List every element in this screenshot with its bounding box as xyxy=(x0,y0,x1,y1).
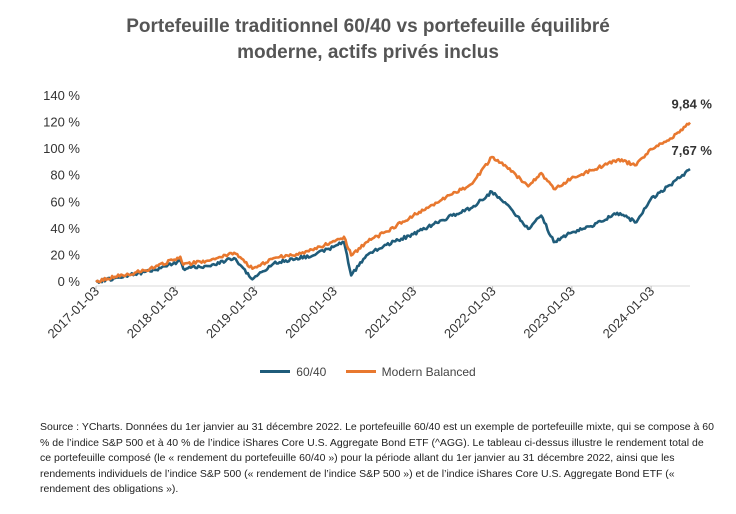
end-labels: 9,84 % 7,67 % xyxy=(672,97,713,159)
y-tick-label: 0 % xyxy=(58,274,81,289)
end-value-label: 9,84 % xyxy=(672,97,713,112)
x-axis: 2017-01-03 2018-01-03 2019-01-03 2020-01-03… xyxy=(44,284,690,342)
y-tick-label: 140 % xyxy=(43,88,80,103)
y-tick-label: 20 % xyxy=(50,247,80,262)
end-value-label: 7,67 % xyxy=(672,143,713,158)
legend-label-6040: 60/40 xyxy=(296,364,327,379)
legend-item-modern-balanced: Modern Balanced xyxy=(345,364,476,379)
x-tick-label: 2019-01-03 xyxy=(203,284,261,342)
x-tick-label: 2023-01-03 xyxy=(520,284,578,342)
y-tick-label: 60 % xyxy=(50,194,80,209)
chart-title-line-1: Portefeuille traditionnel 60/40 vs porte… xyxy=(126,16,610,37)
legend-item-6040: 60/40 xyxy=(260,365,326,379)
x-tick-label: 2020-01-03 xyxy=(282,284,340,342)
y-tick-label: 40 % xyxy=(50,221,80,236)
y-tick-label: 100 % xyxy=(43,141,80,156)
series-layer xyxy=(95,121,691,284)
source-note: Source : YCharts. Données du 1er janvier… xyxy=(40,421,714,495)
chart-title: Portefeuille traditionnel 60/40 vs porte… xyxy=(0,14,736,66)
legend-swatch-6040 xyxy=(260,370,291,373)
y-axis: 0 % 20 % 40 % 60 % 80 % 100 % 120 % 140 % xyxy=(43,88,80,289)
x-tick-label: 2017-01-03 xyxy=(44,284,102,342)
y-tick-label: 80 % xyxy=(50,168,80,183)
x-tick-label: 2022-01-03 xyxy=(441,284,499,342)
line-chart: 0 % 20 % 40 % 60 % 80 % 100 % 120 % 140 % 2017-… xyxy=(43,88,713,342)
y-tick-label: 120 % xyxy=(43,115,80,130)
x-tick-label: 2018-01-03 xyxy=(124,284,182,342)
legend: 60/40 Modern Balanced xyxy=(0,362,736,379)
series-line-modern-balanced xyxy=(95,121,691,284)
x-tick-label: 2024-01-03 xyxy=(600,284,658,342)
legend-swatch-modern-balanced xyxy=(345,370,376,373)
series-line-6040 xyxy=(95,168,691,284)
chart-title-line-2: moderne, actifs privés inclus xyxy=(237,42,499,63)
x-tick-label: 2021-01-03 xyxy=(362,284,420,342)
legend-label-modern-balanced: Modern Balanced xyxy=(381,364,476,379)
